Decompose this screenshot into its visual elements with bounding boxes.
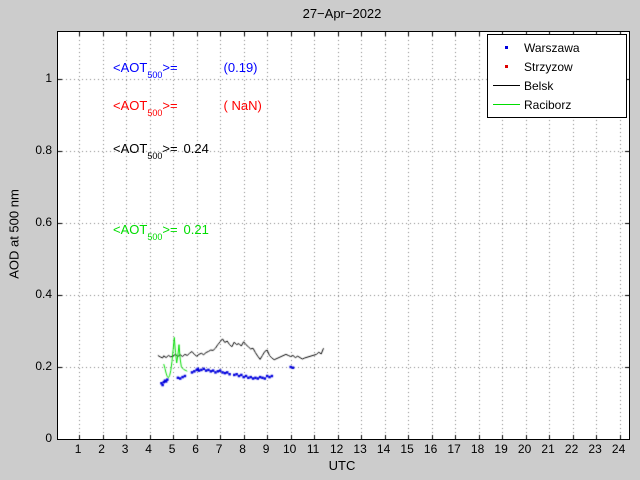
annotation-value: 0.21 — [183, 222, 209, 237]
legend-label: Raciborz — [524, 97, 572, 112]
annotation-subscript: 500 — [147, 69, 163, 80]
x-tick-label: 20 — [517, 442, 532, 456]
x-tick-label: 10 — [282, 442, 297, 456]
annotation-value: (0.19) — [223, 60, 258, 75]
x-tick-label: 17 — [447, 442, 461, 456]
x-tick-label: 8 — [239, 442, 246, 456]
dot-marker-icon — [488, 65, 524, 68]
x-tick-label: 18 — [470, 442, 485, 456]
x-tick-label: 24 — [611, 442, 626, 456]
x-tick-label: 22 — [564, 442, 579, 456]
dot-marker-icon — [488, 46, 524, 49]
annotation-warszawa-mean: <AOT500>= (0.19) — [113, 60, 258, 80]
x-tick-label: 1 — [74, 442, 82, 456]
x-tick-label: 16 — [423, 442, 438, 456]
annotation-suffix: >= — [162, 98, 178, 113]
annotation-belsk-mean: <AOT500>= 0.24 — [113, 141, 209, 161]
x-tick-label: 14 — [376, 442, 391, 456]
x-tick-label: 13 — [353, 442, 367, 456]
legend-label: Strzyzow — [524, 59, 573, 74]
annotation-raciborz-mean: <AOT500>= 0.21 — [113, 222, 209, 242]
legend-item-strzyzow: Strzyzow — [488, 57, 626, 76]
y-axis-label: AOD at 500 nm — [6, 189, 22, 279]
x-tick-label: 11 — [306, 442, 320, 456]
legend-item-raciborz: Raciborz — [488, 95, 626, 114]
annotation-prefix: <AOT — [113, 60, 148, 75]
annotation-value: 0.24 — [183, 141, 209, 156]
annotation-prefix: <AOT — [113, 141, 148, 156]
legend-label: Warszawa — [524, 40, 580, 55]
line-marker-icon — [488, 85, 524, 86]
x-tick-label: 4 — [145, 442, 152, 456]
y-tick-label: 0.2 — [35, 358, 52, 373]
x-tick-label: 7 — [215, 442, 223, 456]
x-tick-label: 9 — [262, 442, 270, 456]
annotation-suffix: >= — [162, 141, 178, 156]
annotation-suffix: >= — [162, 60, 178, 75]
legend-item-warszawa: Warszawa — [488, 38, 626, 57]
annotation-strzyzow-mean: <AOT500>= ( NaN) — [113, 98, 262, 118]
annotation-subscript: 500 — [147, 150, 163, 161]
y-tick-label: 0.4 — [35, 286, 52, 301]
annotation-suffix: >= — [162, 222, 178, 237]
legend-item-belsk: Belsk — [488, 76, 626, 95]
annotation-prefix: <AOT — [113, 222, 148, 237]
y-tick-label: 0.6 — [35, 214, 52, 229]
y-tick-label: 0.8 — [35, 142, 52, 157]
y-tick-label: 1 — [45, 70, 52, 85]
x-tick-label: 21 — [541, 442, 555, 456]
x-tick-label: 12 — [329, 442, 344, 456]
line-marker-icon — [488, 104, 524, 105]
annotation-subscript: 500 — [147, 107, 163, 118]
legend-label: Belsk — [524, 78, 554, 93]
annotation-prefix: <AOT — [113, 98, 148, 113]
plot-area: <AOT500>= (0.19) <AOT500>=( NaN) <AOT500>… — [57, 31, 630, 440]
y-tick-label: 0 — [45, 431, 52, 445]
x-tick-label: 5 — [168, 442, 176, 456]
x-tick-label: 6 — [192, 442, 199, 456]
chart-title: 27−Apr−2022 — [302, 6, 382, 21]
annotation-value: ( NaN) — [223, 98, 262, 113]
annotation-subscript: 500 — [147, 231, 163, 242]
x-tick-label: 2 — [98, 442, 105, 456]
x-tick-label: 23 — [588, 442, 602, 456]
x-tick-label: 3 — [121, 442, 129, 456]
legend: Warszawa Strzyzow Belsk Raciborz — [487, 34, 627, 118]
x-axis-label: UTC — [328, 458, 356, 473]
x-tick-label: 15 — [400, 442, 414, 456]
x-tick-label: 19 — [494, 442, 508, 456]
